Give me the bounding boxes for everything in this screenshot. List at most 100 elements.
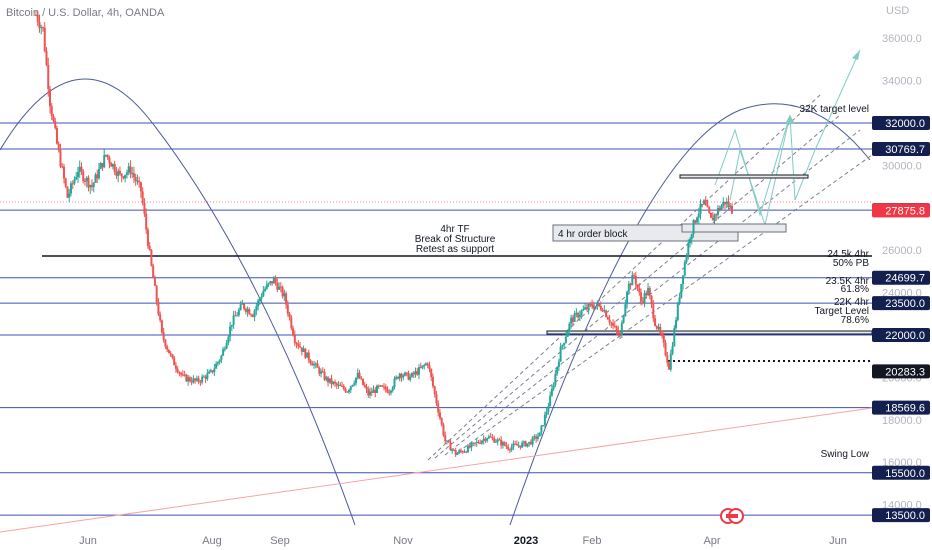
candle-body [538,432,541,437]
candle-body [598,303,601,306]
candle-body [244,308,247,312]
candle-body [648,288,651,296]
candle-body [405,372,408,374]
candle-body [552,384,555,389]
candle-body [594,306,597,309]
candle-body [187,377,190,382]
candle-body [680,283,683,298]
candle-body [321,371,324,373]
candle-body [622,316,625,323]
candle-body [325,377,328,380]
candle-body [376,385,379,393]
candle-body [685,255,688,263]
candle-body [276,282,279,290]
candle-body [94,174,97,183]
candle-body [477,441,480,443]
candle-body [157,301,160,315]
candle-body [528,441,531,444]
candle-body [341,385,344,387]
candle-body [484,438,487,441]
candle-body [362,378,365,385]
candle-body [452,449,455,451]
candle-body [438,412,441,419]
candle-body [479,442,482,444]
candle-body [451,449,454,451]
projection-path [729,49,861,227]
candle-body [351,384,354,387]
candle-body [50,106,53,116]
candle-body [389,390,392,393]
candle-body [110,162,113,167]
candle-body [61,166,64,168]
candle-body [725,201,728,204]
candle-body [610,322,613,324]
candle-body [388,392,391,394]
candle-body [215,363,218,369]
fib786-label-1: 22K 4hr [834,297,870,308]
candle-body [398,373,401,379]
candle-body [521,442,524,448]
x-tick-label: Sep [270,535,290,547]
candle-body [269,281,272,284]
candle-body [48,89,51,107]
candle-body [176,368,179,373]
candle-body [652,304,655,319]
x-axis[interactable]: Jun Aug Sep Nov 2023 Feb Apr Jun [79,535,847,547]
candle-body [328,378,331,383]
left-arc [0,78,356,526]
candle-body [279,286,282,288]
fib618-label-1: 23.5K 4hr [826,276,870,287]
candle-body [339,384,342,386]
channel-line-4 [457,154,873,453]
candle-body [715,214,718,216]
candle-body [724,201,727,204]
retest-box[interactable] [681,223,787,233]
candle-body [468,445,471,448]
candle-body [668,362,671,370]
candle-body [727,201,730,208]
candle-body [710,212,713,218]
candle-body [599,305,602,310]
candle-body [131,173,134,175]
x-tick-label: Nov [393,535,413,547]
candle-body [141,191,144,203]
candle-body [627,283,630,292]
candle-body [517,445,520,447]
candle-body [73,179,76,184]
candle-body [297,343,300,347]
structure-label-1: 4hr TF [440,224,469,235]
candle-body [278,286,281,290]
candle-body [344,388,347,392]
low-range-box[interactable] [546,330,873,335]
candle-body [487,436,490,439]
candle-body [271,281,274,284]
candle-body [570,317,573,324]
candle-body [356,372,359,378]
candle-body [706,205,709,208]
candle-body [295,343,298,345]
candle-body [657,326,660,329]
candle-body [218,360,221,363]
candle-body [43,27,46,52]
candle-body [416,371,419,375]
candle-body [704,200,707,206]
level-price-badge-bg [872,327,930,342]
candle-body [566,331,569,337]
top-range-box[interactable] [679,174,809,179]
candle-body [55,128,58,144]
candle-body [673,328,676,347]
candle-body [69,183,72,194]
candle-body [718,207,721,210]
candle-body [293,335,296,344]
candle-body [307,352,310,361]
candle-body [304,348,307,358]
candle-body [699,203,702,214]
x-tick-label: Jun [829,535,847,547]
level-price-badge-bg [872,115,930,130]
candle-body [243,303,246,309]
candle-body [90,185,93,188]
candle-body [370,391,373,393]
candle-body [643,293,646,303]
